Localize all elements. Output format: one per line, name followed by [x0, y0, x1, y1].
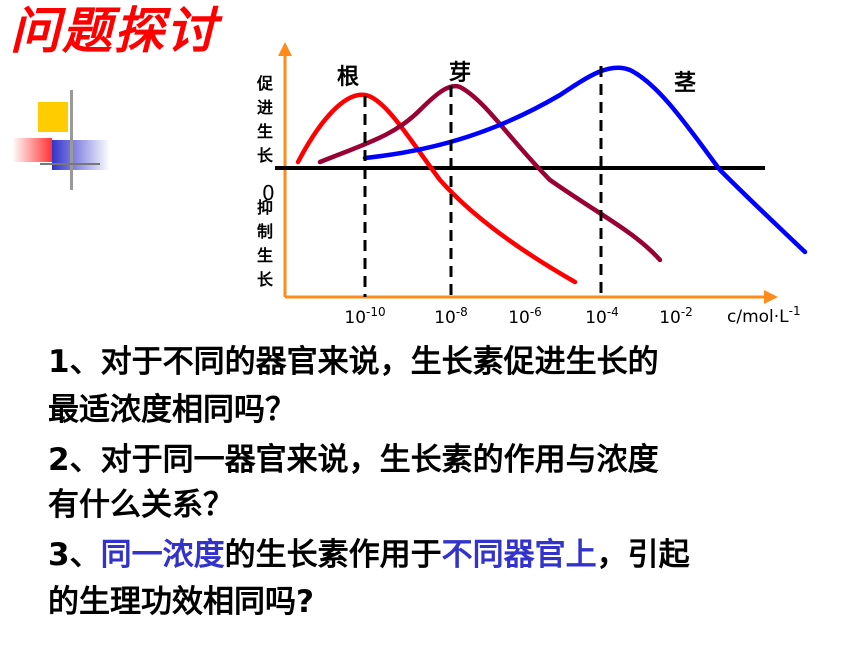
question-3-text: 3、	[48, 537, 101, 573]
slide-title: 问题探讨	[10, 2, 218, 60]
question-3-text: ，引起	[596, 537, 690, 573]
x-tick-label: 10-2	[659, 305, 693, 328]
question-2-line-2: 有什么关系？	[48, 487, 234, 523]
question-3-line-1: 3、同一浓度的生长素作用于不同器官上，引起	[48, 533, 690, 577]
decorative-block-graphic	[0, 90, 110, 200]
x-tick-label: 10-8	[434, 305, 468, 328]
question-3-line-2: 的生理功效相同吗?	[48, 584, 314, 620]
x-axis-arrow	[764, 290, 778, 304]
auxin-concentration-chart: 0 10-10 10-8 10-6 10-4 10-2 c/mol·L-1 根 芽 茎	[262, 42, 808, 328]
curve-bud	[317, 83, 663, 263]
series-label: 根	[337, 65, 359, 90]
question-1-line-1: 1、对于不同的器官来说，生长素促进生长的	[48, 344, 659, 380]
x-unit-label: c/mol·L-1	[727, 304, 801, 327]
x-tick-label: 10-4	[585, 305, 619, 328]
series-label: 芽	[449, 61, 471, 86]
y-axis-arrow	[278, 42, 292, 56]
highlighted-phrase: 同一浓度	[100, 537, 225, 573]
curve-stem	[362, 65, 808, 255]
x-tick-label: 10-10	[344, 305, 385, 328]
question-2-line-1: 2、对于同一器官来说，生长素的作用与浓度	[48, 442, 659, 478]
question-1-line-2: 最适浓度相同吗？	[48, 392, 296, 428]
origin-label: 0	[262, 181, 275, 205]
series-label: 茎	[674, 70, 696, 96]
highlighted-phrase: 不同器官上	[441, 537, 597, 573]
question-3-text: 的生长素作用于	[224, 537, 442, 573]
y-label-inhibit: 抑制生长	[256, 198, 273, 289]
y-label-promote: 促进生长	[256, 74, 273, 165]
x-tick-label: 10-6	[508, 305, 542, 328]
curve-root	[295, 92, 578, 285]
